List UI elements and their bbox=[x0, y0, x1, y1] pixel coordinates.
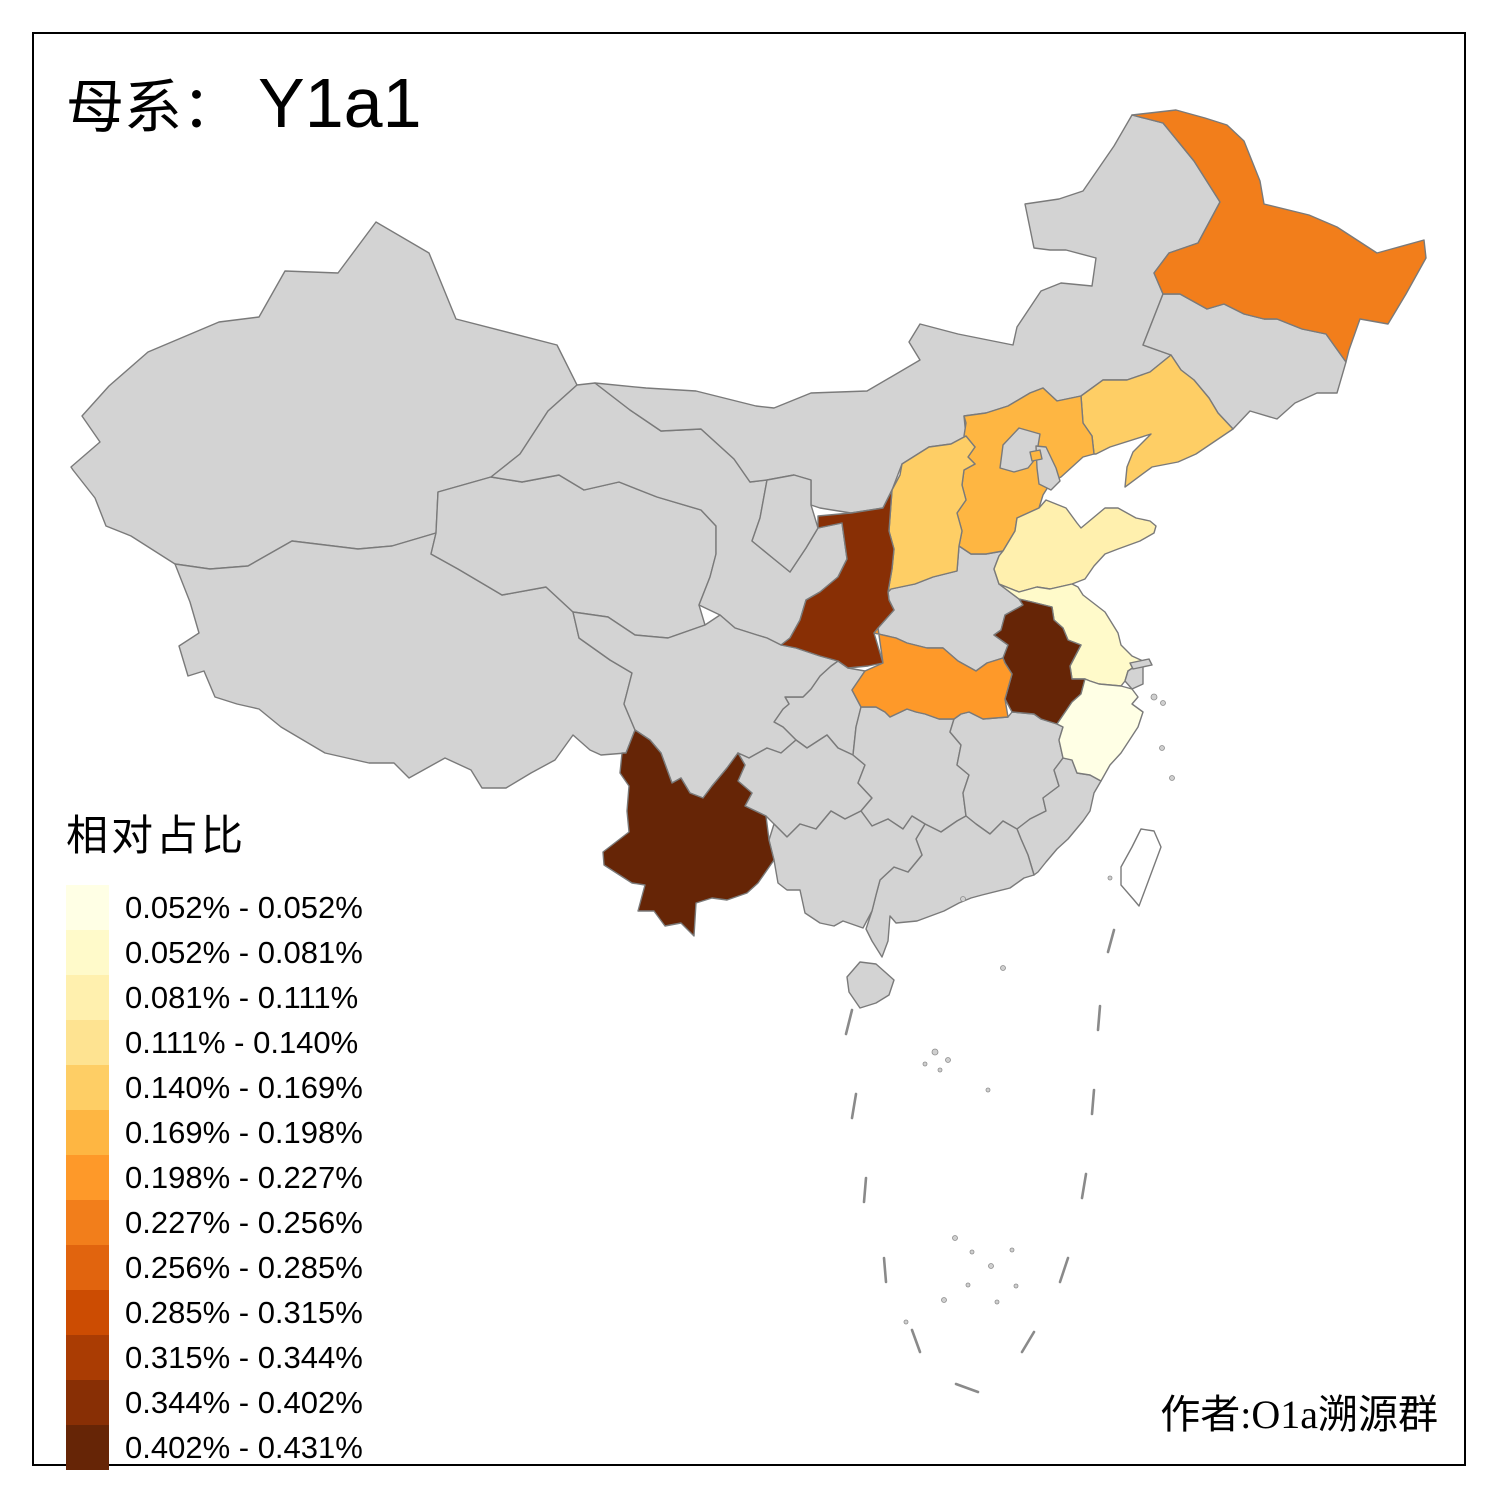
legend-title: 相对占比 bbox=[66, 814, 247, 860]
island-dot bbox=[965, 1282, 971, 1288]
legend-label: 0.081% - 0.111% bbox=[125, 979, 359, 1015]
nine-dash-line bbox=[844, 928, 1116, 1394]
hebei-exclave bbox=[1029, 449, 1043, 462]
province-liaoning bbox=[1080, 354, 1234, 488]
province-ningxia bbox=[751, 474, 819, 573]
island-dot bbox=[969, 1249, 975, 1255]
legend-label: 0.198% - 0.227% bbox=[125, 1159, 363, 1195]
legend-item: 0.315% - 0.344% bbox=[66, 1335, 363, 1380]
legend-swatch bbox=[66, 930, 109, 975]
legend-label: 0.169% - 0.198% bbox=[125, 1114, 363, 1150]
title-haplogroup: Y1a1 bbox=[258, 64, 422, 142]
nine-dash-segment bbox=[882, 1256, 888, 1284]
province-hainan bbox=[846, 961, 895, 1009]
title-prefix: 母系： bbox=[66, 75, 241, 140]
legend-item: 0.285% - 0.315% bbox=[66, 1290, 363, 1335]
island-dot bbox=[1150, 693, 1158, 701]
nine-dash-segment bbox=[850, 1092, 858, 1120]
nine-dash-segment bbox=[1096, 1004, 1102, 1032]
island-dot bbox=[1107, 875, 1113, 881]
island-dot bbox=[1160, 700, 1166, 706]
island-dot bbox=[1013, 1283, 1019, 1289]
island-dot bbox=[985, 1087, 991, 1093]
legend-item: 0.169% - 0.198% bbox=[66, 1110, 363, 1155]
plot-frame bbox=[32, 32, 1466, 1466]
legend-item: 0.402% - 0.431% bbox=[66, 1425, 363, 1470]
province-taiwan bbox=[1120, 828, 1162, 907]
legend-label: 0.052% - 0.081% bbox=[125, 934, 363, 970]
sea-islands bbox=[903, 693, 1175, 1325]
island-dot bbox=[937, 1067, 943, 1073]
legend-item: 0.111% - 0.140% bbox=[66, 1020, 363, 1065]
province-heilongjiang bbox=[1131, 109, 1427, 363]
nine-dash-segment bbox=[1106, 928, 1116, 954]
legend-label: 0.227% - 0.256% bbox=[125, 1204, 363, 1240]
legend-label: 0.402% - 0.431% bbox=[125, 1429, 363, 1465]
province-anhui bbox=[993, 598, 1086, 725]
island-dot bbox=[1159, 745, 1165, 751]
legend-swatch bbox=[66, 1335, 109, 1380]
province-guangxi bbox=[768, 810, 926, 929]
map-title: 母系： Y1a1 bbox=[66, 60, 422, 144]
legend-swatch bbox=[66, 885, 109, 930]
legend-swatch bbox=[66, 1425, 109, 1470]
provinces-layer bbox=[70, 109, 1427, 1009]
legend-rows: 0.052% - 0.052% 0.052% - 0.081% 0.081% -… bbox=[66, 885, 363, 1470]
legend-item: 0.344% - 0.402% bbox=[66, 1380, 363, 1425]
nine-dash-segment bbox=[954, 1382, 980, 1394]
legend-swatch bbox=[66, 1290, 109, 1335]
island-dot bbox=[988, 1263, 994, 1269]
island-dot bbox=[941, 1297, 947, 1303]
island-dot bbox=[1169, 775, 1175, 781]
island-dot bbox=[994, 1299, 1000, 1305]
nine-dash-segment bbox=[862, 1176, 868, 1204]
island-dot bbox=[945, 1057, 951, 1063]
legend-item: 0.198% - 0.227% bbox=[66, 1155, 363, 1200]
island-dot bbox=[1000, 965, 1006, 971]
island-dot bbox=[1009, 1247, 1015, 1253]
nine-dash-segment bbox=[1080, 1172, 1088, 1200]
legend-label: 0.285% - 0.315% bbox=[125, 1294, 363, 1330]
nine-dash-segment bbox=[910, 1328, 922, 1354]
province-yunnan bbox=[602, 729, 775, 937]
legend-item: 0.081% - 0.111% bbox=[66, 975, 363, 1020]
legend-label: 0.140% - 0.169% bbox=[125, 1069, 363, 1105]
legend: 相对占比 0.052% - 0.052% 0.052% - 0.081% 0.0… bbox=[66, 802, 363, 1470]
legend-label: 0.111% - 0.140% bbox=[125, 1024, 359, 1060]
legend-swatch bbox=[66, 1245, 109, 1290]
attribution: 作者:O1a溯源群 bbox=[1160, 1392, 1438, 1437]
island-dot bbox=[922, 1061, 928, 1067]
nine-dash-segment bbox=[1020, 1330, 1036, 1354]
legend-swatch bbox=[66, 1380, 109, 1425]
island-dot bbox=[960, 896, 966, 902]
nine-dash-segment bbox=[844, 1008, 854, 1036]
legend-label: 0.315% - 0.344% bbox=[125, 1339, 363, 1375]
legend-item: 0.227% - 0.256% bbox=[66, 1200, 363, 1245]
legend-label: 0.344% - 0.402% bbox=[125, 1384, 363, 1420]
island-dot bbox=[903, 1319, 909, 1325]
province-zhejiang bbox=[1056, 678, 1144, 782]
nine-dash-segment bbox=[1058, 1256, 1070, 1284]
legend-label: 0.052% - 0.052% bbox=[125, 889, 363, 925]
legend-swatch bbox=[66, 975, 109, 1020]
legend-swatch bbox=[66, 1200, 109, 1245]
legend-item: 0.256% - 0.285% bbox=[66, 1245, 363, 1290]
legend-item: 0.052% - 0.081% bbox=[66, 930, 363, 975]
legend-label: 0.256% - 0.285% bbox=[125, 1249, 363, 1285]
nine-dash-segment bbox=[1090, 1088, 1096, 1116]
island-dot bbox=[931, 1048, 939, 1056]
island-dot bbox=[952, 1235, 958, 1241]
legend-swatch bbox=[66, 1110, 109, 1155]
province-shaanxi bbox=[780, 489, 895, 669]
legend-item: 0.140% - 0.169% bbox=[66, 1065, 363, 1110]
province-hubei bbox=[851, 627, 1013, 720]
legend-item: 0.052% - 0.052% bbox=[66, 885, 363, 930]
legend-swatch bbox=[66, 1065, 109, 1110]
island-chongming bbox=[1129, 658, 1153, 670]
legend-swatch bbox=[66, 1020, 109, 1065]
legend-swatch bbox=[66, 1155, 109, 1200]
